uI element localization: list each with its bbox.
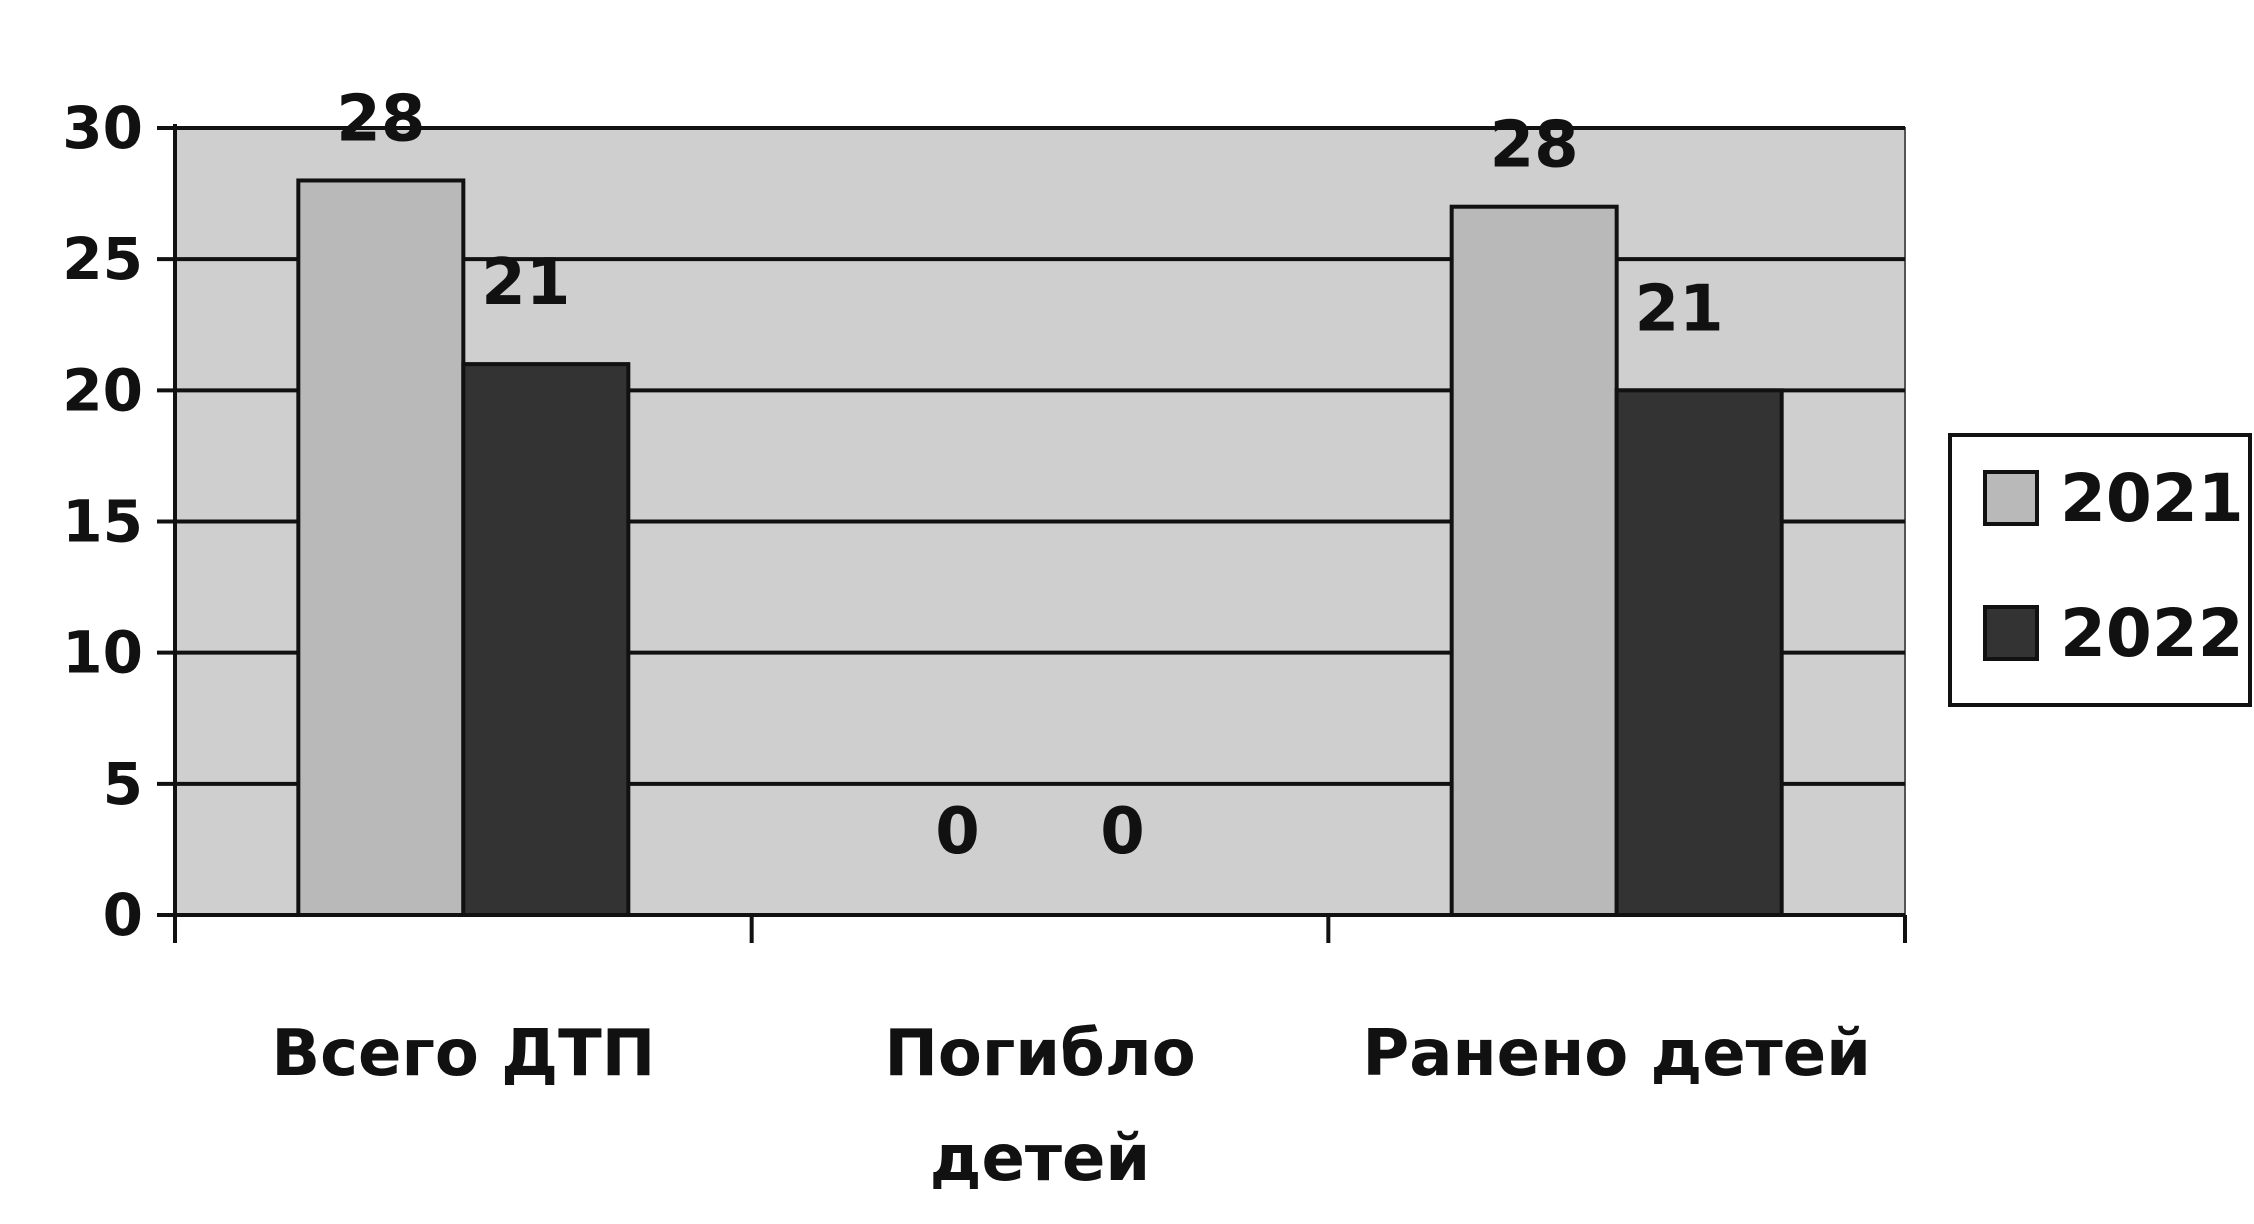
y-tick-label: 30 (62, 94, 143, 162)
data-labels: 28 21 0 0 28 21 (336, 82, 1723, 869)
bar (1449, 204, 1619, 917)
data-label: 28 (1490, 109, 1579, 183)
bar (1614, 388, 1784, 918)
y-tick-label: 10 (62, 619, 143, 687)
y-tick-label: 20 (62, 356, 143, 424)
legend-swatch (1983, 605, 2039, 661)
data-label: 0 (935, 795, 980, 869)
legend-label: 2022 (2060, 595, 2244, 672)
bar (461, 362, 631, 918)
x-axis-category-labels: Всего ДТП Погибло детей Ранено детей (271, 1017, 1871, 1196)
legend-swatch (1983, 470, 2039, 526)
bars (296, 178, 1784, 918)
x-category-label: Всего ДТП (271, 1017, 655, 1091)
data-label: 21 (1635, 272, 1724, 346)
y-tick-label: 0 (103, 881, 143, 949)
legend-label: 2021 (2060, 460, 2244, 537)
legend: 2021 2022 (1948, 433, 2252, 707)
data-label: 0 (1100, 795, 1145, 869)
x-category-label: Ранено детей (1362, 1017, 1871, 1091)
y-axis-tick-labels: 0 5 10 15 20 25 30 (62, 94, 143, 949)
x-category-label: Погибло (884, 1017, 1195, 1091)
y-tick-label: 25 (62, 225, 143, 293)
y-tick-label: 15 (62, 488, 143, 556)
x-category-label: детей (930, 1122, 1150, 1196)
data-label: 28 (336, 82, 425, 156)
data-label: 21 (481, 246, 570, 320)
y-tick-label: 5 (103, 750, 143, 818)
bar (296, 178, 466, 917)
